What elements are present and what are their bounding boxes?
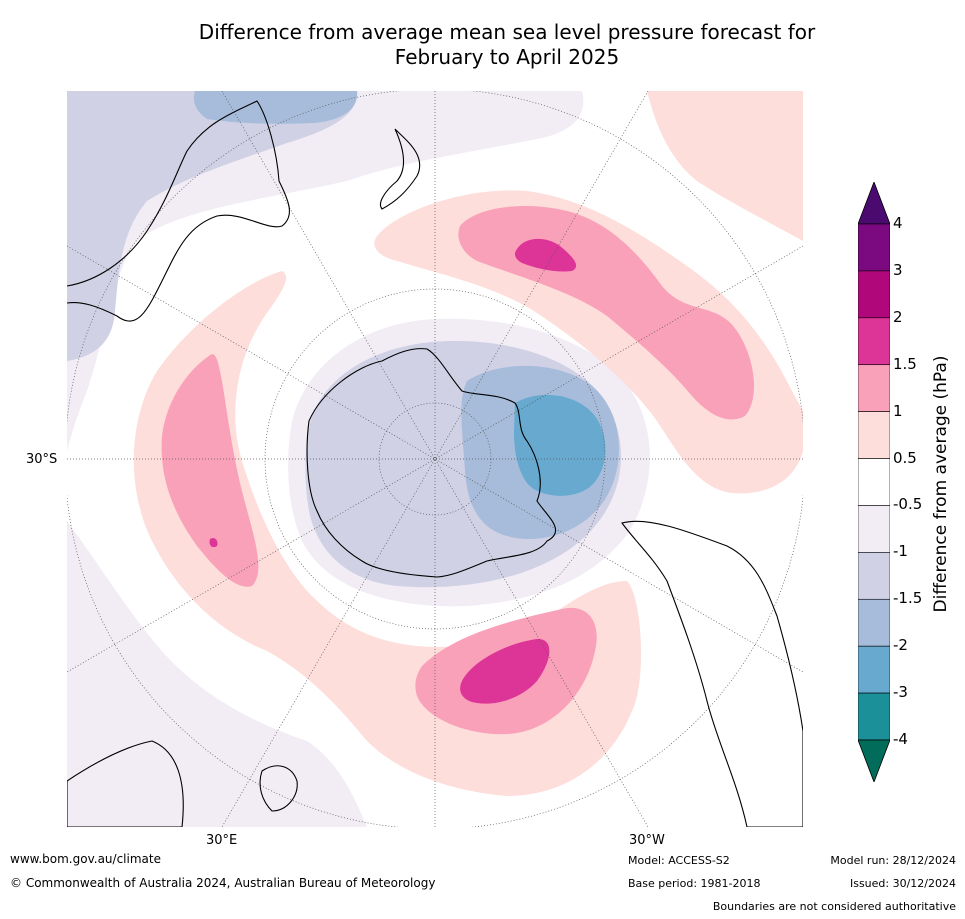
anomaly-region-neg15-northwest: [193, 91, 358, 124]
colorbar-bin: [857, 411, 891, 459]
footer-model: Model: ACCESS-S2: [628, 854, 730, 867]
colorbar-bin: [857, 317, 891, 366]
colorbar-tick-label: 1: [893, 401, 903, 420]
anomaly-region-pos15-west: [209, 538, 218, 548]
colorbar-bin: [857, 692, 891, 741]
pressure-anomaly-map: [67, 91, 803, 827]
graticule: [67, 91, 803, 827]
longitude-label-30w: 30°W: [629, 833, 665, 848]
colorbar-bin: [857, 270, 891, 319]
title-line-1: Difference from average mean sea level p…: [198, 20, 816, 44]
colorbar-tick-label: 1.5: [893, 354, 917, 373]
colorbar-bin: [857, 364, 891, 412]
south-america-coastline: [621, 520, 803, 827]
anomaly-region-neg05-west: [67, 91, 584, 451]
footer-website: www.bom.gov.au/climate: [10, 852, 161, 866]
colorbar-tick-label: 4: [893, 214, 903, 232]
anomaly-region-pos15-north: [514, 238, 577, 272]
title-line-2: February to April 2025: [394, 45, 620, 69]
meridian-30w: [221, 91, 649, 827]
colorbar-tick-label: 0.5: [893, 448, 917, 467]
anomaly-region-pos05-northeast: [647, 91, 803, 241]
footer-disclaimer: Boundaries are not considered authoritat…: [712, 900, 956, 913]
colorbar-tick-label: -4: [893, 730, 908, 748]
footer-copyright: © Commonwealth of Australia 2024, Austra…: [10, 876, 436, 890]
colorbar-bin: [857, 645, 891, 694]
colorbar-label-text: Difference from average (hPa): [931, 355, 951, 613]
colorbar-tick-label: -1.5: [893, 589, 923, 608]
colorbar-bin: [857, 505, 891, 553]
longitude-label-30e: 30°E: [206, 833, 238, 848]
anomaly-region-neg05-southwest: [67, 521, 367, 827]
colorbar-tick-label: -1: [893, 542, 908, 561]
madagascar-coastline: [259, 765, 298, 812]
colorbar-tick-label: 2: [893, 307, 903, 326]
colorbar-arrow-bottom: [857, 739, 891, 784]
anomaly-region-pos1-west: [161, 354, 259, 587]
antarctica-coastline: [306, 348, 557, 578]
anomaly-region-pos05-north: [374, 190, 803, 494]
australia-coastline: [67, 100, 290, 322]
coastlines: [67, 100, 803, 827]
anomaly-region-neg2-weddell: [514, 394, 606, 496]
colorbar-bin: [857, 458, 891, 506]
footer-base-period: Base period: 1981-2018: [628, 877, 761, 890]
chart-title: Difference from average mean sea level p…: [0, 20, 965, 70]
colorbar-bin: [857, 552, 891, 600]
meridian-120: [67, 245, 803, 673]
southern-africa-coastline: [67, 740, 184, 827]
colorbar-tick-label: -3: [893, 683, 908, 702]
footer-issued: Issued: 30/12/2024: [849, 877, 956, 890]
colorbar-bin: [857, 223, 891, 272]
anomaly-region-neg1-west: [67, 91, 358, 361]
meridian-30e: [221, 91, 649, 827]
colorbar: [857, 180, 891, 784]
footer-model-run: Model run: 28/12/2024: [830, 854, 956, 867]
colorbar-tick-label: -0.5: [893, 495, 923, 514]
colorbar-tick-label: -2: [893, 636, 908, 655]
colorbar-arrow-top: [857, 180, 891, 225]
colorbar-bin: [857, 598, 891, 647]
anomaly-region-pos15-south: [460, 638, 550, 704]
latitude-label-30s: 30°S: [26, 452, 58, 467]
new-zealand-coastline: [379, 128, 421, 210]
meridian-60: [67, 245, 803, 673]
colorbar-tick-label: 3: [893, 260, 903, 279]
